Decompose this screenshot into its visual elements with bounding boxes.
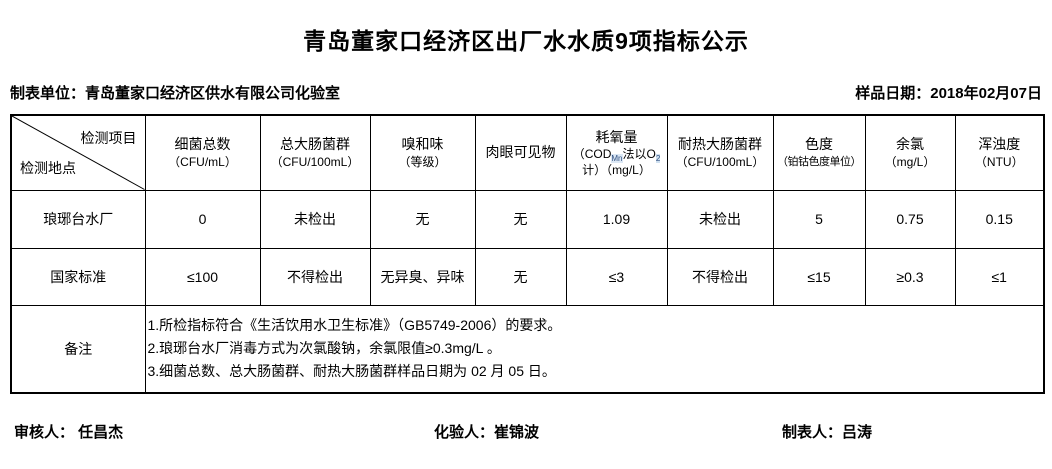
column-unit: （NTU）: [974, 155, 1024, 170]
remark-line-2: 2.琅琊台水厂消毒方式为次氯酸钠，余氯限值≥0.3mg/L 。: [147, 340, 501, 357]
col-header-residual-chlorine: 余氯 （mg/L）: [864, 114, 956, 191]
water-quality-table: 检测项目 检测地点 细菌总数 （CFU/mL） 总大肠菌群 （CFU/100mL…: [10, 114, 1045, 394]
row-label: 国家标准: [10, 247, 146, 306]
remark-line-3: 3.细菌总数、总大肠菌群、耐热大肠菌群样品日期为 02 月 05 日。: [147, 363, 556, 380]
column-name: 肉眼可见物: [485, 144, 556, 161]
maker-unit-label: 制表单位：青岛董家口经济区供水有限公司化验室: [10, 85, 341, 102]
col-header-visible-matter: 肉眼可见物: [474, 114, 567, 191]
col-header-heat-resistant-coliform: 耐热大肠菌群 （CFU/100mL）: [666, 114, 774, 191]
cell-value: ≤3: [565, 247, 668, 306]
col-header-chroma: 色度 （铂钴色度单位）: [772, 114, 866, 191]
col-header-odor-taste: 嗅和味 （等级）: [369, 114, 476, 191]
meta-row: 制表单位：青岛董家口经济区供水有限公司化验室 样品日期：2018年02月07日: [10, 84, 1042, 104]
signature-row: 审核人： 任昌杰 化验人：崔锦波 制表人：吕涛: [0, 418, 1052, 448]
column-name: 余氯: [896, 136, 924, 153]
column-name: 浑浊度: [978, 136, 1021, 153]
column-name: 色度: [805, 136, 833, 153]
col-header-turbidity: 浑浊度 （NTU）: [954, 114, 1045, 191]
column-unit: （CODMn法以O2 计）（mg/L）: [572, 146, 661, 177]
column-unit: （CFU/mL）: [168, 155, 237, 170]
tabulator-signature: 制表人：吕涛: [782, 424, 873, 441]
table-row-langyatai-plant: 琅琊台水厂 0 未检出 无 无 1.09 未检出 5 0.75 0.15: [10, 189, 1045, 249]
column-unit: （CFU/100mL）: [675, 155, 765, 170]
column-name: 总大肠菌群: [280, 136, 350, 153]
reviewer-signature: 审核人： 任昌杰: [14, 424, 124, 441]
cod-mn-subscript: Mn: [611, 153, 623, 163]
column-name: 细菌总数: [174, 136, 231, 153]
diagonal-divider-line: [12, 116, 145, 190]
cell-value: 未检出: [666, 189, 774, 249]
column-unit: （铂钴色度单位）: [777, 156, 862, 169]
column-unit: （mg/L）: [884, 155, 936, 170]
table-row-national-standard: 国家标准 ≤100 不得检出 无异臭、异味 无 ≤3 不得检出 ≤15 ≥0.3…: [10, 247, 1045, 306]
row-label: 琅琊台水厂: [10, 189, 146, 249]
page-title: 青岛董家口经济区出厂水水质9项指标公示: [303, 28, 749, 54]
tester-signature: 化验人：崔锦波: [434, 424, 540, 441]
cell-value: 1.09: [565, 189, 668, 249]
column-unit: （等级）: [398, 155, 447, 170]
remark-line-1: 1.所检指标符合《生活饮用水卫生标准》（GB5749-2006）的要求。: [147, 317, 562, 334]
corner-header-cell: 检测项目 检测地点: [10, 114, 146, 191]
cell-value: ≤15: [772, 247, 866, 306]
cell-value: 无: [474, 247, 567, 306]
remark-content: 1.所检指标符合《生活饮用水卫生标准》（GB5749-2006）的要求。 2.琅…: [144, 304, 1045, 394]
column-name: 嗅和味: [401, 136, 444, 153]
cell-value: ≤100: [144, 247, 261, 306]
col-header-oxygen-consumption: 耗氧量 （CODMn法以O2 计）（mg/L）: [565, 114, 668, 191]
cell-value: 不得检出: [666, 247, 774, 306]
header-row: 检测项目 检测地点 细菌总数 （CFU/mL） 总大肠菌群 （CFU/100mL…: [10, 114, 1045, 191]
cell-value: 0.15: [954, 189, 1045, 249]
corner-label-site: 检测地点: [20, 159, 76, 176]
cell-value: 5: [772, 189, 866, 249]
remark-row: 备注 1.所检指标符合《生活饮用水卫生标准》（GB5749-2006）的要求。 …: [10, 304, 1045, 394]
column-unit: （CFU/100mL）: [270, 155, 360, 170]
column-name: 耗氧量: [595, 128, 638, 145]
cell-value: 0.75: [864, 189, 956, 249]
sample-date-label: 样品日期：2018年02月07日: [855, 85, 1042, 102]
cell-value: 无: [474, 189, 567, 249]
col-header-total-coliform: 总大肠菌群 （CFU/100mL）: [259, 114, 371, 191]
o2-subscript: 2: [655, 153, 661, 163]
col-header-bacteria-total: 细菌总数 （CFU/mL）: [144, 114, 261, 191]
column-name: 耐热大肠菌群: [678, 136, 762, 153]
cell-value: ≥0.3: [864, 247, 956, 306]
cell-value: 无: [369, 189, 476, 249]
cell-value: ≤1: [954, 247, 1045, 306]
cell-value: 无异臭、异味: [369, 247, 476, 306]
cell-value: 未检出: [259, 189, 371, 249]
cell-value: 0: [144, 189, 261, 249]
cell-value: 不得检出: [259, 247, 371, 306]
remark-label: 备注: [10, 304, 146, 394]
corner-label-item: 检测项目: [80, 130, 137, 146]
